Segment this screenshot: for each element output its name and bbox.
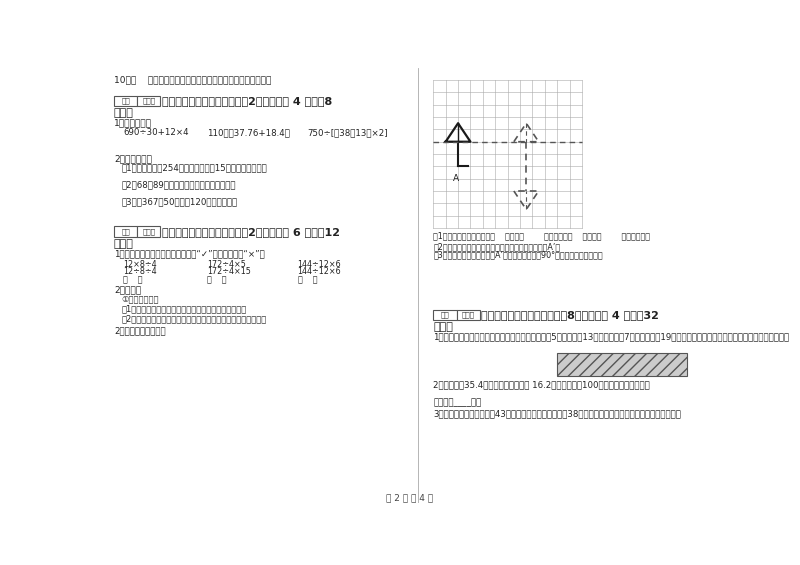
Text: A: A	[453, 174, 458, 182]
Text: 评卷人: 评卷人	[462, 312, 474, 318]
Text: （    ）: （ ）	[298, 275, 317, 284]
Text: 750÷[（38－13）×2]: 750÷[（38－13）×2]	[308, 128, 388, 137]
Text: （3）把画出的小伞，围绕点A’按逆时针方向旋转90°，画出旋转后的图形。: （3）把画出的小伞，围绕点A’按逆时针方向旋转90°，画出旋转后的图形。	[434, 250, 603, 259]
Text: （2）画出一个由梯形和长方形组成的图形，使它有一条对称轴。: （2）画出一个由梯形和长方形组成的图形，使它有一条对称轴。	[122, 314, 267, 323]
Text: 六、应用知识，解决问题（兲8小题，每题 4 分，儨32: 六、应用知识，解决问题（兲8小题，每题 4 分，儨32	[482, 310, 659, 320]
Bar	[558, 353, 687, 376]
Text: 12×8÷4: 12×8÷4	[123, 259, 157, 268]
Text: 1．张大爷在小河边围了一块梯形菜地。菜地上底长5米，下底长13米，两腰各长7米，他只用了19米长的篱笆。你知道他是怎么围的吗？请你画一画！: 1．张大爷在小河边围了一块梯形菜地。菜地上底长5米，下底长13米，两腰各长7米，…	[434, 333, 790, 342]
Text: 分）。: 分）。	[114, 239, 134, 249]
Text: 144÷12×6: 144÷12×6	[298, 267, 342, 276]
Text: 172÷4×15: 172÷4×15	[207, 267, 251, 276]
Text: 690÷30+12×4: 690÷30+12×4	[123, 128, 189, 137]
Text: （2）68与89的和乘以他们的差，积是多少？: （2）68与89的和乘以他们的差，积是多少？	[122, 180, 236, 189]
Text: 五、认真思考，综合能力（兲2小题，每题 6 分，儨12: 五、认真思考，综合能力（兲2小题，每题 6 分，儨12	[162, 227, 340, 237]
Text: （    ）: （ ）	[123, 275, 142, 284]
Text: 2．按要求画面答题。: 2．按要求画面答题。	[114, 327, 166, 336]
Text: 得分: 得分	[441, 312, 450, 318]
Text: 得分: 得分	[122, 228, 130, 235]
Text: 10．（    ）从平行四边形的一个顶点可以向对边作无数条高。: 10．（ ）从平行四边形的一个顶点可以向对边作无数条高。	[114, 76, 271, 85]
Text: 答：共用____元。: 答：共用____元。	[434, 398, 482, 407]
Text: 评卷人: 评卷人	[142, 98, 155, 104]
FancyBboxPatch shape	[138, 95, 161, 106]
Text: 分）。: 分）。	[114, 108, 134, 118]
Text: 分）。: 分）。	[434, 322, 453, 332]
Text: 12÷8÷4: 12÷8÷4	[123, 267, 157, 276]
Text: （2）沿虚线画出现在小伞的对称图形，伞柄末端标出A’。: （2）沿虚线画出现在小伞的对称图形，伞柄末端标出A’。	[434, 242, 560, 251]
Text: （3）比367的50倍，多120的数是多少？: （3）比367的50倍，多120的数是多少？	[122, 197, 238, 206]
Text: 2．列式计算。: 2．列式计算。	[114, 154, 152, 163]
Text: 110－（37.76+18.4）: 110－（37.76+18.4）	[207, 128, 290, 137]
Text: 3．四名同学的平均体重是43千克，第五名同学的体重是38千克，求这五名同学的平均体重是多少千克？: 3．四名同学的平均体重是43千克，第五名同学的体重是38千克，求这五名同学的平均…	[434, 410, 681, 419]
Text: ①按要求画图。: ①按要求画图。	[122, 294, 159, 303]
Text: 1．下面每组算式运算顺序一样的画“✓”，不一样的画“×”。: 1．下面每组算式运算顺序一样的画“✓”，不一样的画“×”。	[114, 250, 265, 259]
Text: 144÷12×6: 144÷12×6	[298, 259, 342, 268]
FancyBboxPatch shape	[457, 310, 480, 320]
FancyBboxPatch shape	[114, 227, 138, 237]
Text: （1）现在的小伞是经过向（    ）平移（        ）格，再向（    ）平移（        ）格得来的。: （1）现在的小伞是经过向（ ）平移（ ）格，再向（ ）平移（ ）格得来的。	[434, 232, 650, 241]
FancyBboxPatch shape	[114, 95, 138, 106]
FancyBboxPatch shape	[138, 227, 161, 237]
Text: 2．一把椅子35.4元，比一张桌子便宜 16.2元，学校买了100套桌椅，共用多少元？: 2．一把椅子35.4元，比一张桌子便宜 16.2元，学校买了100套桌椅，共用多…	[434, 380, 650, 389]
Text: 评卷人: 评卷人	[142, 228, 155, 235]
Text: 2．操作。: 2．操作。	[114, 286, 141, 295]
FancyBboxPatch shape	[434, 310, 457, 320]
Text: （    ）: （ ）	[207, 275, 226, 284]
Text: 得分: 得分	[122, 98, 130, 104]
Text: 第 2 页 共 4 页: 第 2 页 共 4 页	[386, 494, 434, 503]
Text: 四、看清题目，细心计算（兲2小题，每题 4 分，兲8: 四、看清题目，细心计算（兲2小题，每题 4 分，兲8	[162, 96, 332, 106]
Text: （1）画出两个正方形组成的图形，使它有四条对称轴。: （1）画出两个正方形组成的图形，使它有四条对称轴。	[122, 304, 247, 313]
Text: 1．混合运算。: 1．混合运算。	[114, 119, 152, 128]
Text: 172÷4×5: 172÷4×5	[207, 259, 246, 268]
Text: （1）已知甲数是254，乙数是甲数的15倍，乙数是多少？: （1）已知甲数是254，乙数是甲数的15倍，乙数是多少？	[122, 163, 267, 172]
